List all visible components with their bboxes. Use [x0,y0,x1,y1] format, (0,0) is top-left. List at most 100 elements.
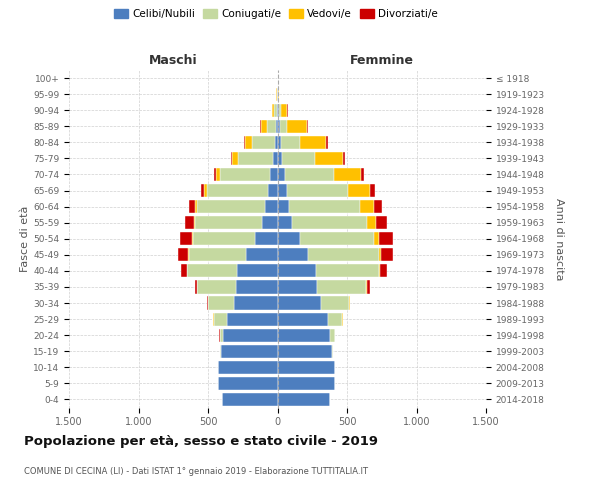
Bar [379,232,392,245]
Bar [189,200,195,213]
Bar [262,216,277,230]
Bar [277,264,316,278]
Y-axis label: Anni di nascita: Anni di nascita [554,198,565,280]
Bar [292,216,367,230]
Bar [308,248,379,262]
Bar [277,360,335,374]
Bar [379,264,380,278]
Bar [300,136,326,149]
Bar [326,136,328,149]
Bar [223,328,277,342]
Bar [195,280,197,293]
Bar [367,216,376,230]
Bar [277,168,285,181]
Bar [367,280,370,293]
Bar [222,393,277,406]
Bar [374,232,379,245]
Bar [206,184,268,197]
Bar [277,280,317,293]
Bar [214,168,216,181]
Bar [280,120,287,133]
Bar [220,168,270,181]
Bar [277,377,335,390]
Bar [380,264,387,278]
Bar [207,296,208,310]
Bar [382,248,393,262]
Bar [245,136,253,149]
Bar [332,344,333,358]
Bar [208,296,235,310]
Bar [253,136,275,149]
Bar [287,120,307,133]
Bar [289,200,359,213]
Bar [348,184,370,197]
Bar [277,232,300,245]
Bar [277,216,292,230]
Bar [194,216,196,230]
Bar [278,88,280,101]
Bar [316,152,343,165]
Bar [272,152,277,165]
Bar [376,216,386,230]
Bar [361,168,364,181]
Bar [195,200,197,213]
Bar [220,344,221,358]
Bar [185,216,194,230]
Bar [277,104,278,117]
Bar [287,184,348,197]
Bar [281,104,287,117]
Bar [282,152,316,165]
Bar [281,136,300,149]
Bar [277,312,328,326]
Bar [272,104,274,117]
Bar [277,120,280,133]
Bar [180,232,192,245]
Bar [307,120,308,133]
Bar [227,312,277,326]
Bar [204,184,206,197]
Bar [232,152,238,165]
Bar [235,296,277,310]
Bar [274,104,277,117]
Bar [181,264,187,278]
Bar [329,328,335,342]
Bar [379,248,382,262]
Bar [300,232,374,245]
Bar [270,168,277,181]
Bar [265,200,277,213]
Bar [343,152,345,165]
Text: COMUNE DI CECINA (LI) - Dati ISTAT 1° gennaio 2019 - Elaborazione TUTTITALIA.IT: COMUNE DI CECINA (LI) - Dati ISTAT 1° ge… [24,468,368,476]
Bar [218,377,277,390]
Bar [236,280,277,293]
Text: Popolazione per età, sesso e stato civile - 2019: Popolazione per età, sesso e stato civil… [24,435,378,448]
Bar [193,232,255,245]
Y-axis label: Fasce di età: Fasce di età [20,206,30,272]
Bar [278,104,281,117]
Bar [202,184,204,197]
Bar [261,120,267,133]
Bar [277,248,308,262]
Bar [316,264,379,278]
Bar [320,296,349,310]
Text: Femmine: Femmine [350,54,414,68]
Bar [267,120,276,133]
Bar [238,152,272,165]
Bar [277,328,329,342]
Bar [328,312,342,326]
Bar [317,280,367,293]
Bar [277,200,289,213]
Bar [178,248,188,262]
Bar [230,152,232,165]
Bar [255,232,277,245]
Bar [277,344,332,358]
Bar [277,184,287,197]
Bar [334,168,361,181]
Bar [237,264,277,278]
Bar [370,184,374,197]
Bar [245,248,277,262]
Bar [216,168,220,181]
Bar [277,296,320,310]
Bar [197,280,236,293]
Bar [197,200,265,213]
Bar [268,184,277,197]
